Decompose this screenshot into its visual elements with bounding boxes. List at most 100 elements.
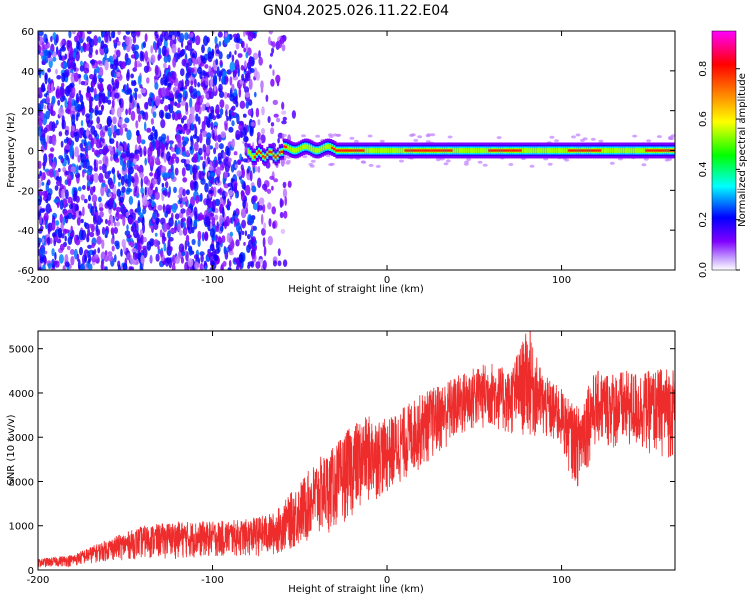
noise-blob	[128, 216, 133, 225]
noise-blob	[258, 197, 265, 205]
noise-blob	[55, 68, 58, 75]
signal-cell	[371, 148, 375, 153]
noise-blob	[99, 82, 103, 93]
signal-cell	[601, 148, 605, 153]
noise-blob	[147, 146, 153, 158]
noise-blob	[43, 212, 49, 222]
noise-blob	[202, 160, 206, 170]
noise-blob	[74, 102, 79, 112]
noise-blob	[184, 240, 188, 251]
noise-blob	[156, 146, 161, 157]
noise-blob	[668, 135, 674, 139]
noise-blob	[179, 32, 185, 43]
noise-blob	[277, 248, 281, 257]
signal-cell	[289, 146, 293, 152]
noise-blob	[231, 120, 235, 127]
noise-blob	[104, 218, 108, 225]
x-tick-label: 100	[552, 275, 571, 286]
noise-blob	[549, 135, 555, 139]
signal-cell	[599, 149, 603, 152]
noise-blob	[58, 254, 64, 264]
noise-blob	[38, 237, 42, 243]
noise-blob	[99, 207, 104, 212]
noise-blob	[240, 64, 244, 71]
noise-blob	[120, 152, 126, 159]
noise-blob	[168, 257, 173, 269]
noise-blob	[79, 263, 85, 270]
noise-blob	[273, 178, 279, 183]
noise-blob	[213, 186, 217, 198]
signal-cell	[310, 146, 314, 151]
noise-blob	[160, 77, 165, 86]
noise-blob	[88, 45, 93, 55]
noise-blob	[575, 133, 581, 137]
noise-blob	[113, 227, 119, 234]
noise-blob	[64, 97, 68, 109]
noise-blob	[244, 92, 251, 98]
noise-blob	[118, 98, 122, 106]
signal-cell	[421, 149, 425, 152]
noise-blob	[198, 170, 202, 180]
noise-blob	[144, 157, 147, 166]
signal-cell	[660, 149, 664, 152]
noise-blob	[38, 31, 44, 36]
signal-cell	[542, 148, 546, 153]
noise-blob	[425, 134, 431, 138]
noise-blob	[508, 163, 514, 166]
signal-cell	[402, 148, 406, 153]
signal-cell	[463, 148, 467, 153]
noise-blob	[186, 42, 193, 52]
noise-blob	[219, 108, 224, 116]
noise-blob	[115, 140, 119, 149]
noise-blob	[186, 207, 192, 216]
noise-blob	[189, 97, 193, 109]
noise-blob	[200, 254, 204, 263]
noise-blob	[233, 151, 238, 156]
noise-blob	[110, 31, 115, 39]
noise-blob	[101, 31, 104, 38]
noise-blob	[63, 200, 67, 206]
noise-blob	[210, 212, 215, 217]
noise-blob	[91, 147, 95, 153]
noise-blob	[116, 213, 122, 219]
signal-cell	[578, 149, 582, 152]
noise-blob	[243, 31, 246, 37]
noise-blob	[38, 228, 43, 234]
noise-blob	[146, 61, 150, 71]
signal-cell	[513, 149, 517, 152]
noise-blob	[209, 243, 215, 252]
noise-blob	[209, 252, 214, 263]
noise-blob	[244, 145, 249, 154]
noise-blob	[261, 106, 265, 116]
noise-blob	[216, 66, 220, 77]
noise-blob	[195, 113, 199, 122]
noise-blob	[117, 264, 121, 270]
noise-blob	[443, 162, 449, 166]
noise-blob	[202, 130, 208, 138]
noise-blob	[257, 119, 261, 126]
signal-cell	[345, 149, 350, 152]
noise-blob	[126, 143, 130, 151]
noise-blob	[167, 82, 172, 88]
noise-blob	[121, 123, 128, 129]
noise-blob	[70, 166, 76, 173]
noise-blob	[85, 113, 91, 118]
noise-blob	[180, 158, 187, 164]
noise-blob	[114, 157, 120, 163]
noise-blob	[58, 54, 63, 61]
noise-blob	[186, 149, 190, 157]
signal-cell	[360, 149, 364, 152]
noise-blob	[167, 191, 171, 198]
noise-blob	[219, 225, 224, 232]
noise-blob	[205, 199, 211, 205]
noise-blob	[55, 176, 60, 181]
noise-blob	[281, 133, 287, 137]
noise-blob	[55, 119, 59, 126]
noise-blob	[213, 254, 219, 262]
noise-blob	[164, 210, 169, 218]
signal-cell	[425, 149, 429, 152]
noise-blob	[85, 79, 88, 84]
noise-blob	[58, 155, 64, 160]
noise-blob	[477, 160, 483, 164]
noise-blob	[76, 217, 81, 226]
